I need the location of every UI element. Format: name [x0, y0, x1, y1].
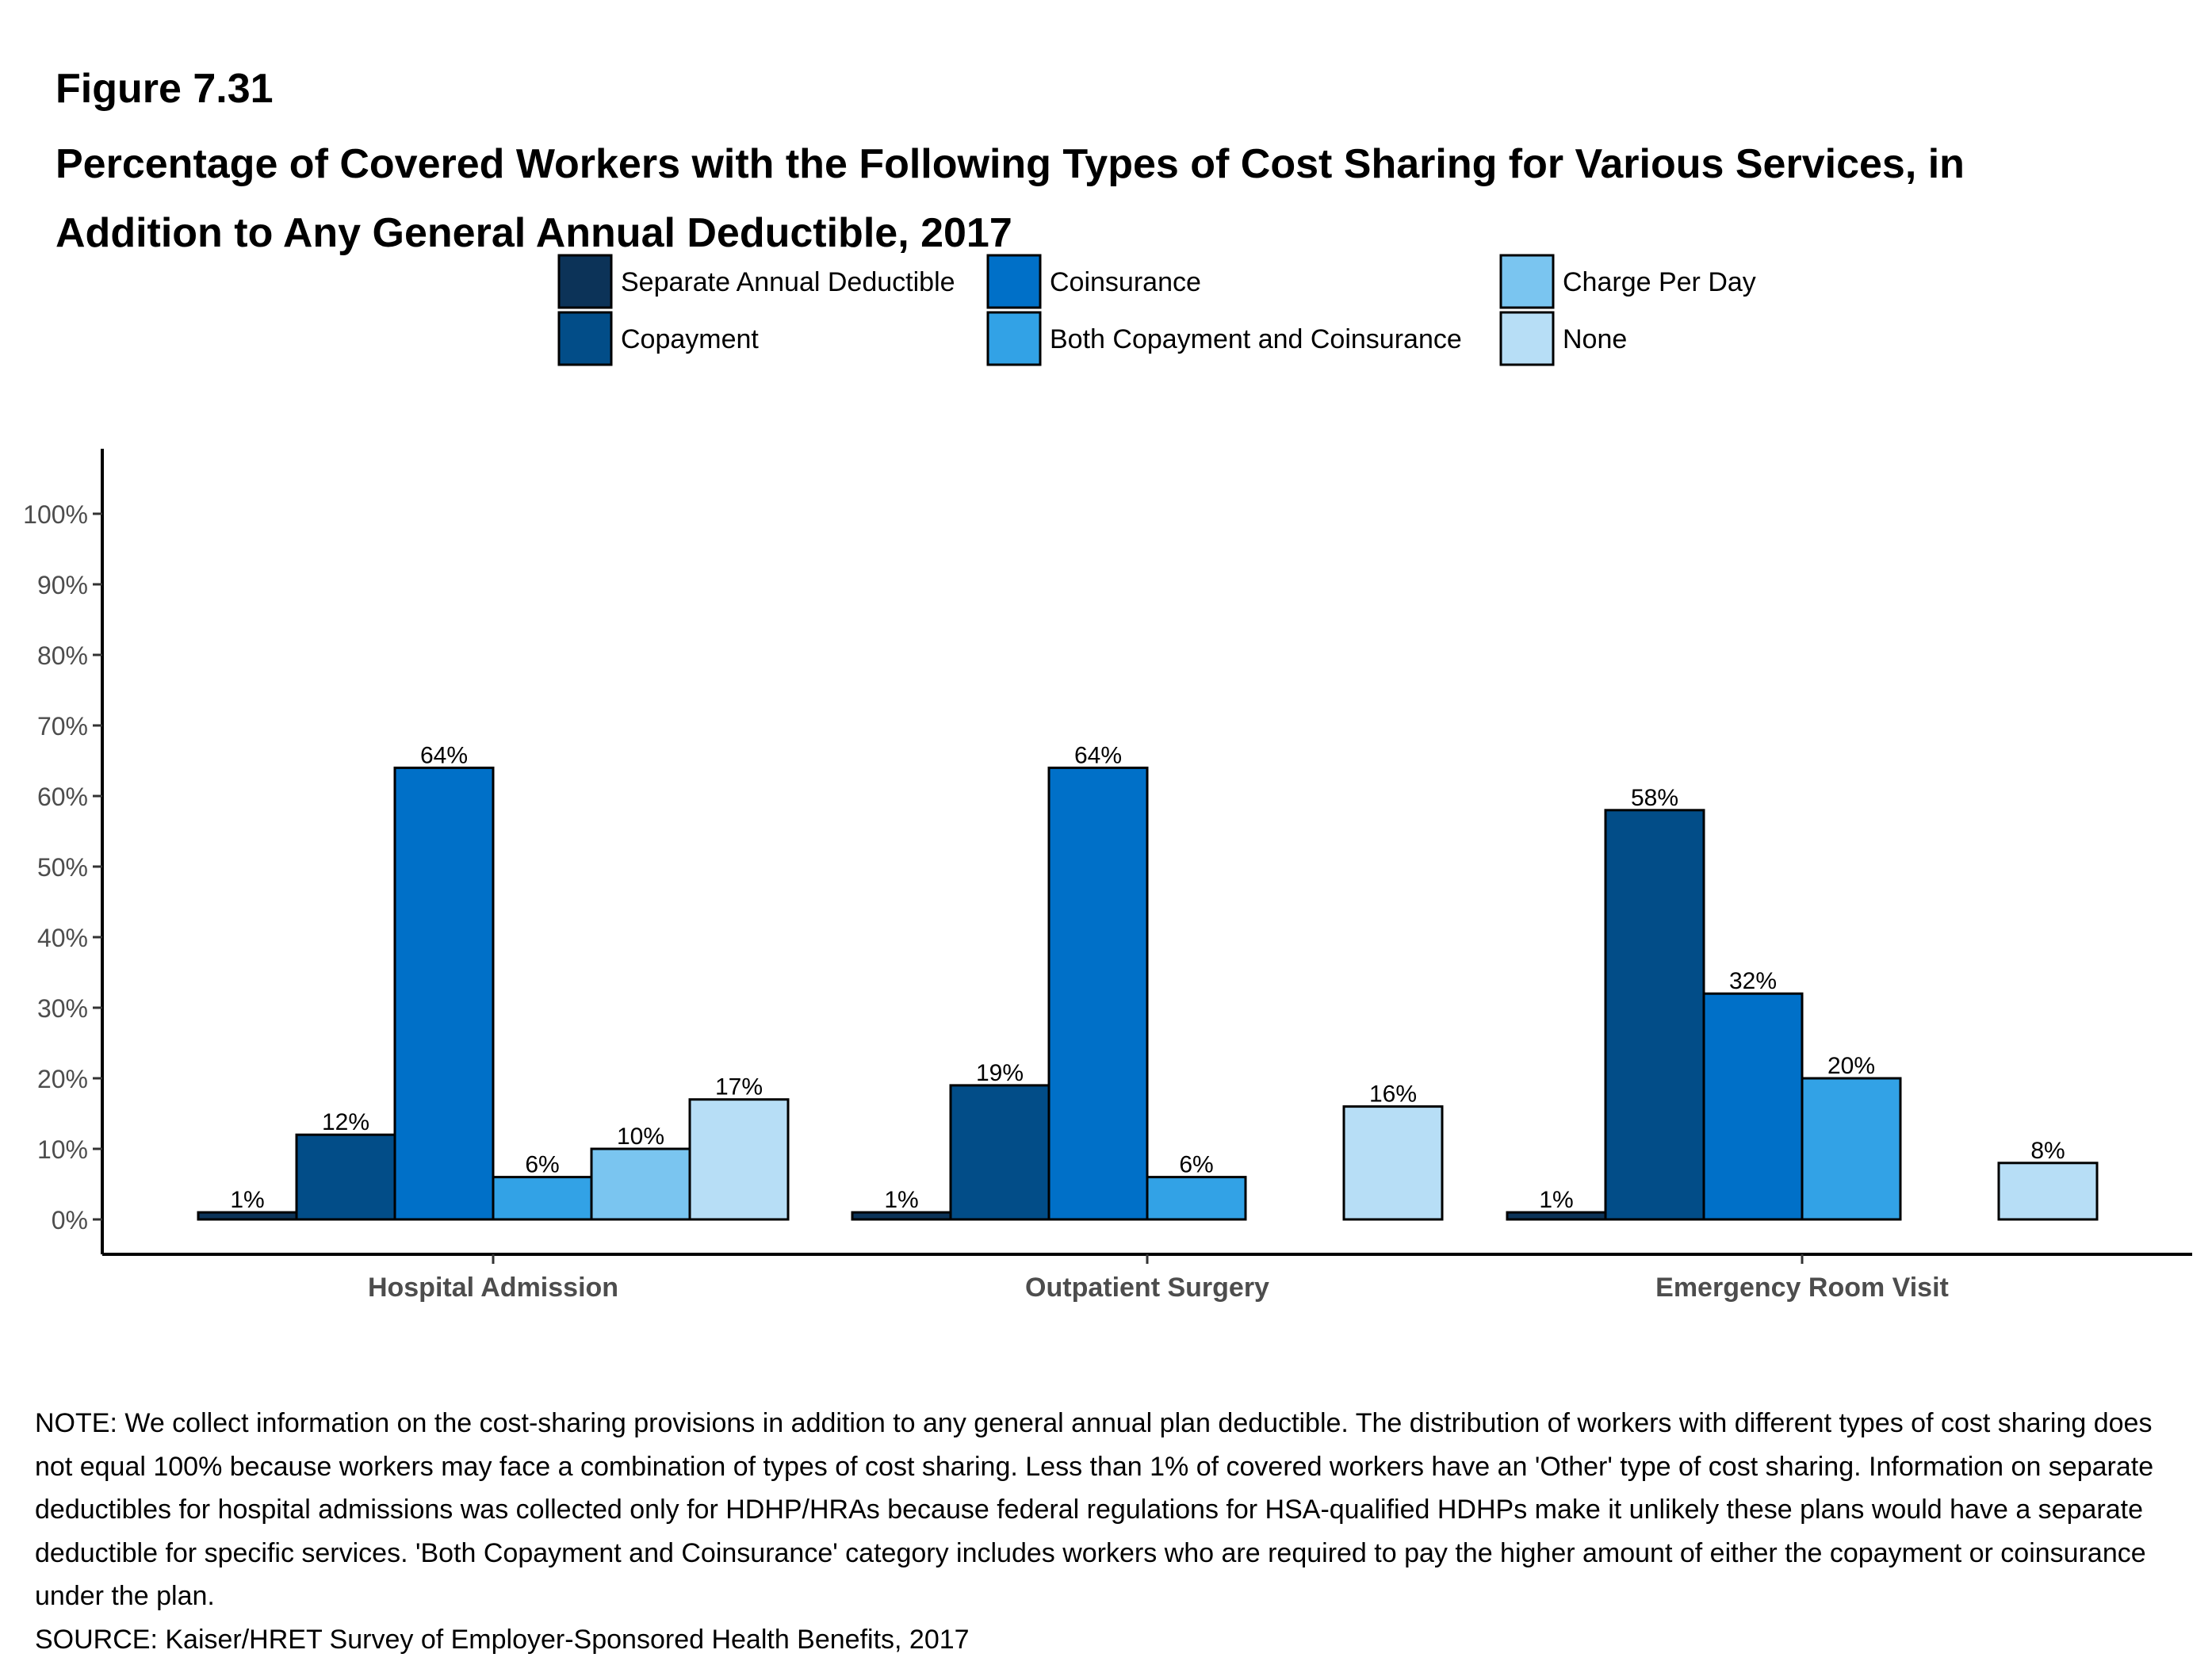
legend-swatch-coinsurance	[986, 254, 1042, 309]
category-label-hospital-admission: Hospital Admission	[368, 1273, 618, 1303]
bar-both-copayment-and-coinsurance-outpatient-surgery	[1146, 1176, 1247, 1221]
bar-copayment-outpatient-surgery	[949, 1084, 1051, 1221]
category-label-outpatient-surgery: Outpatient Surgery	[1025, 1273, 1269, 1303]
figure-label: Figure 7.31	[55, 66, 274, 112]
legend-swatch-none	[1499, 311, 1555, 366]
category-label-emergency-room-visit: Emergency Room Visit	[1655, 1273, 1949, 1303]
legend-label-copayment: Copayment	[621, 324, 759, 354]
bar-none-hospital-admission	[688, 1098, 790, 1221]
y-tick-label: 60%	[37, 783, 88, 811]
footnote: NOTE: We collect information on the cost…	[35, 1402, 2191, 1661]
bar-separate-annual-deductible-emergency-room-visit	[1506, 1211, 1607, 1221]
x-axis: Hospital Admission Outpatient Surgery Emer…	[102, 1253, 2192, 1303]
bar-both-copayment-and-coinsurance-hospital-admission	[492, 1176, 593, 1221]
bar-coinsurance-emergency-room-visit	[1702, 992, 1804, 1221]
bar-none-emergency-room-visit	[1997, 1162, 2099, 1221]
y-tick-label: 70%	[37, 712, 88, 741]
bar-label: 20%	[1827, 1053, 1875, 1079]
chart-title: Percentage of Covered Workers with the F…	[55, 141, 1965, 256]
bar-coinsurance-outpatient-surgery	[1047, 766, 1149, 1221]
bar-none-outpatient-surgery	[1342, 1105, 1444, 1221]
bar-separate-annual-deductible-hospital-admission	[197, 1211, 298, 1221]
y-tick-label: 90%	[37, 571, 88, 599]
legend-label-separate-annual-deductible: Separate Annual Deductible	[621, 267, 955, 297]
legend-swatch-charge-per-day	[1499, 254, 1555, 309]
bar-charge-per-day-hospital-admission	[590, 1147, 691, 1221]
bar-label: 1%	[1539, 1187, 1573, 1213]
bar-chart: Separate Annual Deductible Coinsurance Cha…	[23, 254, 2192, 1303]
bar-label: 8%	[2030, 1138, 2065, 1164]
y-tick-label: 10%	[37, 1135, 88, 1164]
bar-separate-annual-deductible-outpatient-surgery	[851, 1211, 952, 1221]
bar-label: 1%	[230, 1187, 264, 1213]
y-tick-label: 30%	[37, 994, 88, 1023]
bar-copayment-emergency-room-visit	[1604, 809, 1705, 1221]
bar-label: 12%	[322, 1109, 369, 1135]
y-tick-label: 80%	[37, 641, 88, 670]
bars	[197, 766, 2099, 1221]
legend-label-both-copayment-and-coinsurance: Both Copayment and Coinsurance	[1050, 324, 1462, 354]
y-tick-label: 50%	[37, 853, 88, 882]
y-tick-label: 0%	[52, 1206, 88, 1234]
source-text: SOURCE: Kaiser/HRET Survey of Employer-S…	[35, 1624, 970, 1655]
y-axis: 0% 10% 20% 30% 40% 50% 60% 70% 80% 90% 100%	[23, 449, 104, 1254]
bar-label: 64%	[1074, 742, 1122, 768]
bar-label: 10%	[617, 1123, 664, 1150]
bar-coinsurance-hospital-admission	[393, 766, 495, 1221]
bar-label: 64%	[420, 742, 468, 768]
legend-label-coinsurance: Coinsurance	[1050, 267, 1201, 297]
legend: Separate Annual Deductible Coinsurance Cha…	[557, 254, 1756, 366]
note-text: NOTE: We collect information on the cost…	[35, 1408, 2154, 1611]
bar-label: 19%	[976, 1060, 1024, 1086]
bar-label: 6%	[525, 1152, 559, 1178]
bar-label: 32%	[1729, 968, 1777, 994]
y-tick-label: 20%	[37, 1065, 88, 1093]
bar-labels: 1% 12% 64% 6% 10% 17% 1% 19% 64% 6% 16% 1% 58% 32% 20%…	[230, 742, 2065, 1213]
legend-swatch-separate-annual-deductible	[557, 254, 613, 309]
bar-label: 16%	[1369, 1081, 1417, 1108]
legend-label-charge-per-day: Charge Per Day	[1563, 267, 1756, 297]
y-tick-label: 40%	[37, 924, 88, 952]
bar-both-copayment-and-coinsurance-emergency-room-visit	[1801, 1077, 1902, 1221]
bar-label: 58%	[1631, 785, 1678, 811]
legend-swatch-copayment	[557, 311, 613, 366]
bar-label: 17%	[715, 1074, 763, 1100]
legend-swatch-both-copayment-and-coinsurance	[986, 311, 1042, 366]
bar-label: 6%	[1179, 1152, 1213, 1178]
bar-label: 1%	[884, 1187, 918, 1213]
legend-label-none: None	[1563, 324, 1627, 354]
bar-copayment-hospital-admission	[295, 1133, 396, 1221]
y-tick-label: 100%	[23, 500, 88, 529]
